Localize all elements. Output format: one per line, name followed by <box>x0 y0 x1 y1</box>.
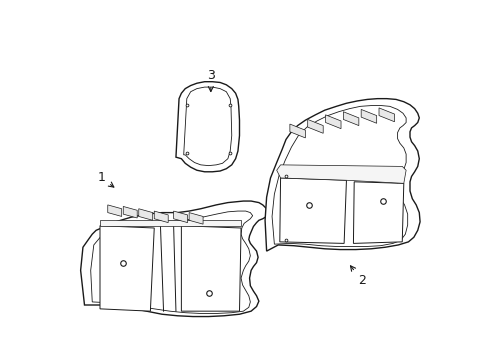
Polygon shape <box>181 226 241 311</box>
Polygon shape <box>379 108 394 122</box>
Polygon shape <box>290 124 305 138</box>
Polygon shape <box>100 226 154 311</box>
Polygon shape <box>272 105 408 247</box>
Polygon shape <box>100 220 241 226</box>
Polygon shape <box>108 205 122 216</box>
Text: 1: 1 <box>98 171 114 187</box>
Polygon shape <box>139 209 153 220</box>
Polygon shape <box>81 201 269 316</box>
Polygon shape <box>123 206 137 218</box>
Polygon shape <box>189 213 203 224</box>
Text: 2: 2 <box>350 266 366 287</box>
Text: 3: 3 <box>207 69 215 91</box>
Polygon shape <box>277 165 406 183</box>
Polygon shape <box>176 82 240 172</box>
Polygon shape <box>184 87 232 166</box>
Polygon shape <box>265 99 420 251</box>
Polygon shape <box>308 120 323 133</box>
Polygon shape <box>173 211 188 222</box>
Polygon shape <box>343 112 359 126</box>
Polygon shape <box>91 211 253 314</box>
Polygon shape <box>361 109 377 123</box>
Polygon shape <box>353 182 404 243</box>
Polygon shape <box>154 211 168 222</box>
Polygon shape <box>280 178 346 243</box>
Polygon shape <box>325 115 341 129</box>
